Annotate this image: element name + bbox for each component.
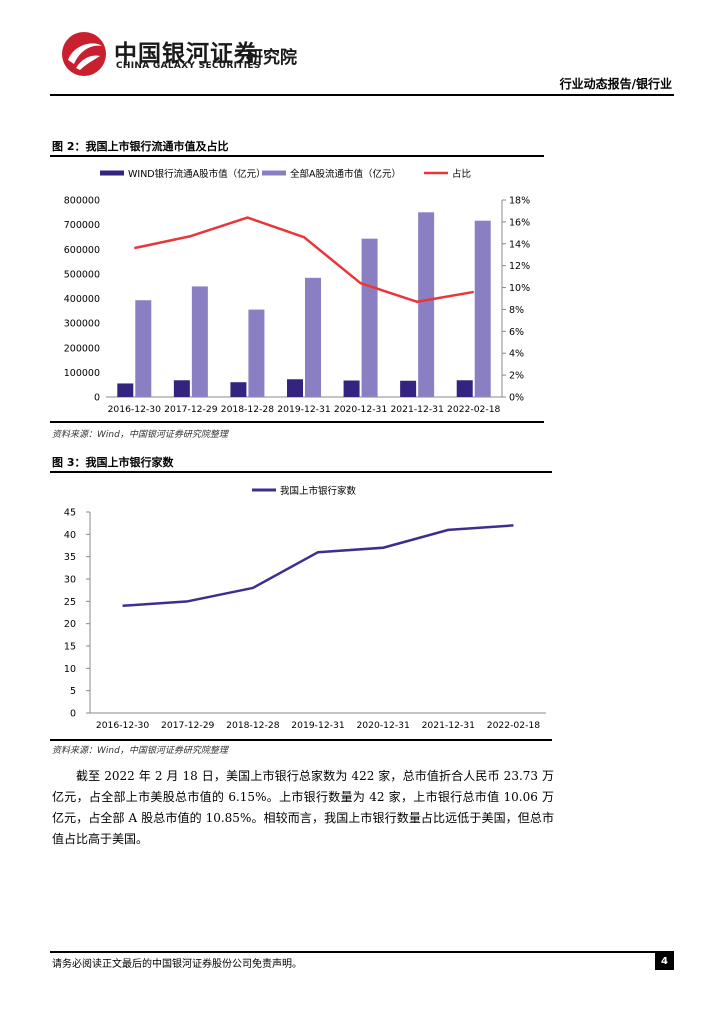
y-tick-label: 5	[70, 686, 76, 697]
bar-wind-bank	[117, 383, 134, 397]
x-tick-label: 2020-12-31	[356, 720, 409, 731]
bar-wind-bank	[173, 380, 190, 397]
y-tick-label: 600000	[64, 245, 100, 256]
x-tick-label: 2021-12-31	[422, 720, 475, 731]
x-tick-label: 2017-12-29	[161, 720, 215, 731]
bar-wind-bank	[456, 380, 473, 397]
legend-label-bank-count: 我国上市银行家数	[280, 485, 357, 497]
figure2-top-rule	[50, 155, 544, 157]
figure2-source: 资料来源：Wind，中国银河证券研究院整理	[52, 430, 228, 440]
figure2-bottom-rule	[50, 421, 544, 423]
bar-all-a-share	[418, 212, 435, 397]
x-tick-label: 2016-12-30	[108, 404, 162, 415]
x-tick-label: 2018-12-28	[221, 404, 275, 415]
y2-tick-label: 4%	[509, 349, 524, 360]
bar-wind-bank	[343, 380, 360, 397]
y2-tick-label: 16%	[509, 217, 530, 228]
figure3-chart: 我国上市银行家数 0 5 10 15 20 25 30 35 40 45 2016-12-30 2017…	[64, 485, 546, 731]
company-logo-icon	[62, 32, 106, 76]
y-tick-label: 200000	[64, 343, 100, 354]
body-paragraph: 截至 2022 年 2 月 18 日，美国上市银行总家数为 422 家，总市值折…	[52, 769, 554, 846]
y-tick-label: 300000	[64, 319, 100, 330]
y-tick-label: 15	[64, 642, 76, 653]
report-type: 行业动态报告/银行业	[559, 77, 672, 91]
x-tick-label: 2019-12-31	[291, 720, 344, 731]
y-tick-label: 0	[94, 393, 100, 404]
y-tick-label: 20	[64, 619, 76, 630]
figure3-source: 资料来源：Wind，中国银河证券研究院整理	[52, 746, 228, 756]
y-tick-label: 800000	[64, 196, 100, 207]
x-tick-label: 2022-02-18	[487, 720, 541, 731]
y-tick-label: 40	[64, 530, 76, 541]
company-name-cn: 中国银河证券	[114, 41, 258, 67]
legend-label-wind-bank: WIND银行流通A股市值（亿元）	[128, 168, 266, 180]
bar-all-a-share	[474, 220, 491, 397]
figure2-title: 图 2：我国上市银行流通市值及占比	[52, 140, 229, 153]
figure3-bottom-rule	[50, 739, 552, 741]
bar-wind-bank	[400, 380, 417, 397]
y2-tick-label: 10%	[509, 283, 530, 294]
y-tick-label: 500000	[64, 269, 100, 280]
figure3-title: 图 3：我国上市银行家数	[52, 456, 174, 469]
footer-divider	[50, 951, 674, 953]
y-tick-label: 25	[64, 597, 76, 608]
bar-all-a-share	[135, 300, 152, 397]
bar-all-a-share	[191, 286, 208, 397]
bar-wind-bank	[230, 382, 247, 397]
y2-tick-label: 6%	[509, 327, 524, 338]
bar-all-a-share	[361, 238, 378, 397]
x-tick-label: 2018-12-28	[226, 720, 280, 731]
y2-tick-label: 14%	[509, 239, 530, 250]
figure3-top-rule	[50, 471, 552, 473]
page-number: 4	[655, 953, 674, 970]
y-tick-label: 100000	[64, 368, 100, 379]
x-tick-label: 2020-12-31	[334, 404, 387, 415]
figure2-chart: WIND银行流通A股市值（亿元） 全部A股流通市值（亿元） 占比 0 100000 200…	[64, 168, 530, 415]
x-tick-label: 2019-12-31	[277, 404, 330, 415]
y2-tick-label: 18%	[509, 196, 530, 207]
bar-all-a-share	[248, 309, 265, 397]
y-tick-label: 0	[70, 709, 76, 720]
y-tick-label: 700000	[64, 220, 100, 231]
x-tick-label: 2016-12-30	[96, 720, 150, 731]
bar-wind-bank	[287, 379, 303, 397]
y-tick-label: 30	[64, 575, 76, 586]
legend-label-all-a: 全部A股流通市值（亿元）	[290, 168, 401, 180]
legend-label-ratio: 占比	[452, 168, 471, 180]
header-divider	[50, 94, 674, 96]
y2-tick-label: 2%	[509, 371, 524, 382]
y-tick-label: 10	[64, 664, 76, 675]
x-tick-label: 2017-12-29	[164, 404, 218, 415]
y-tick-label: 400000	[64, 294, 100, 305]
y-tick-label: 35	[64, 552, 76, 563]
y2-tick-label: 0%	[509, 393, 524, 404]
line-bank-count	[122, 524, 514, 608]
x-tick-label: 2021-12-31	[390, 404, 443, 415]
x-tick-label: 2022-02-18	[447, 404, 501, 415]
y-tick-label: 45	[64, 508, 76, 519]
department-name: 研究院	[246, 48, 297, 68]
bar-all-a-share	[305, 277, 321, 397]
y2-tick-label: 8%	[509, 305, 524, 316]
y2-tick-label: 12%	[509, 261, 530, 272]
line-ratio	[134, 216, 474, 304]
footer-disclaimer: 请务必阅读正文最后的中国银河证券股份公司免责声明。	[52, 959, 302, 970]
company-name-en: CHINA GALAXY SECURITIES	[116, 61, 261, 71]
